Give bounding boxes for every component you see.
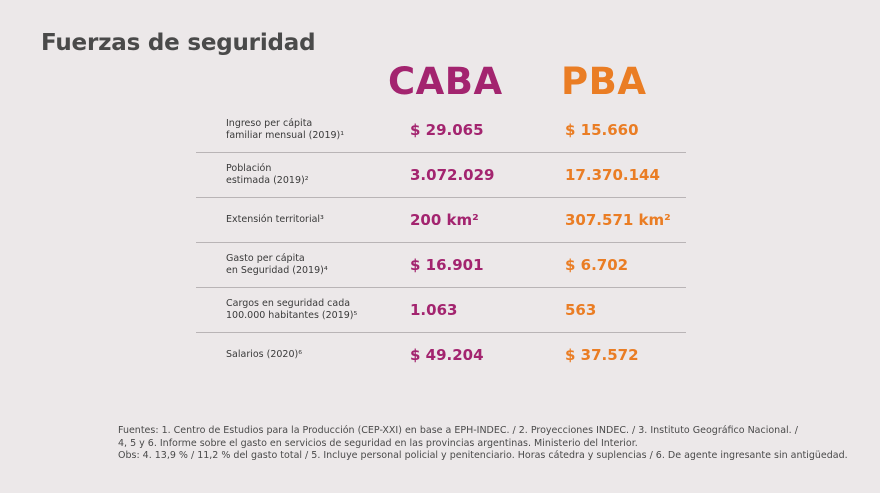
table-row: Gasto per cápita en Seguridad (2019)⁴ $ … xyxy=(196,243,686,288)
caba-value: $ 29.065 xyxy=(410,121,484,139)
row-label: Cargos en seguridad cada 100.000 habitan… xyxy=(226,298,358,321)
comparison-table: Ingreso per cápita familiar mensual (201… xyxy=(196,108,686,377)
table-row: Salarios (2020)⁶ $ 49.204 $ 37.572 xyxy=(196,333,686,377)
footnote-line: 4, 5 y 6. Informe sobre el gasto en serv… xyxy=(118,437,638,449)
caba-value: $ 16.901 xyxy=(410,256,484,274)
footnotes: Fuentes: 1. Centro de Estudios para la P… xyxy=(118,425,858,463)
pba-value: $ 6.702 xyxy=(565,256,629,274)
pba-column-header: PBA xyxy=(561,60,647,103)
row-label: Ingreso per cápita familiar mensual (201… xyxy=(226,118,345,141)
row-label: Población estimada (2019)² xyxy=(226,163,309,186)
table-row: Ingreso per cápita familiar mensual (201… xyxy=(196,108,686,153)
table-row: Extensión territorial³ 200 km² 307.571 k… xyxy=(196,198,686,243)
row-label: Salarios (2020)⁶ xyxy=(226,349,303,360)
table-row: Población estimada (2019)² 3.072.029 17.… xyxy=(196,153,686,198)
pba-value: $ 15.660 xyxy=(565,121,639,139)
caba-value: 3.072.029 xyxy=(410,166,495,184)
pba-value: 307.571 km² xyxy=(565,211,671,229)
pba-value: $ 37.572 xyxy=(565,346,639,364)
pba-value: 563 xyxy=(565,301,597,319)
page-title: Fuerzas de seguridad xyxy=(41,30,316,56)
footnote-line: Fuentes: 1. Centro de Estudios para la P… xyxy=(118,425,798,436)
row-label: Gasto per cápita en Seguridad (2019)⁴ xyxy=(226,253,328,276)
footnote-line: Obs: 4. 13,9 % / 11,2 % del gasto total … xyxy=(118,450,848,461)
caba-value: $ 49.204 xyxy=(410,346,484,364)
caba-value: 1.063 xyxy=(410,301,458,319)
table-row: Cargos en seguridad cada 100.000 habitan… xyxy=(196,288,686,333)
pba-value: 17.370.144 xyxy=(565,166,660,184)
row-label: Extensión territorial³ xyxy=(226,214,324,225)
caba-value: 200 km² xyxy=(410,211,479,229)
caba-column-header: CABA xyxy=(388,60,503,103)
